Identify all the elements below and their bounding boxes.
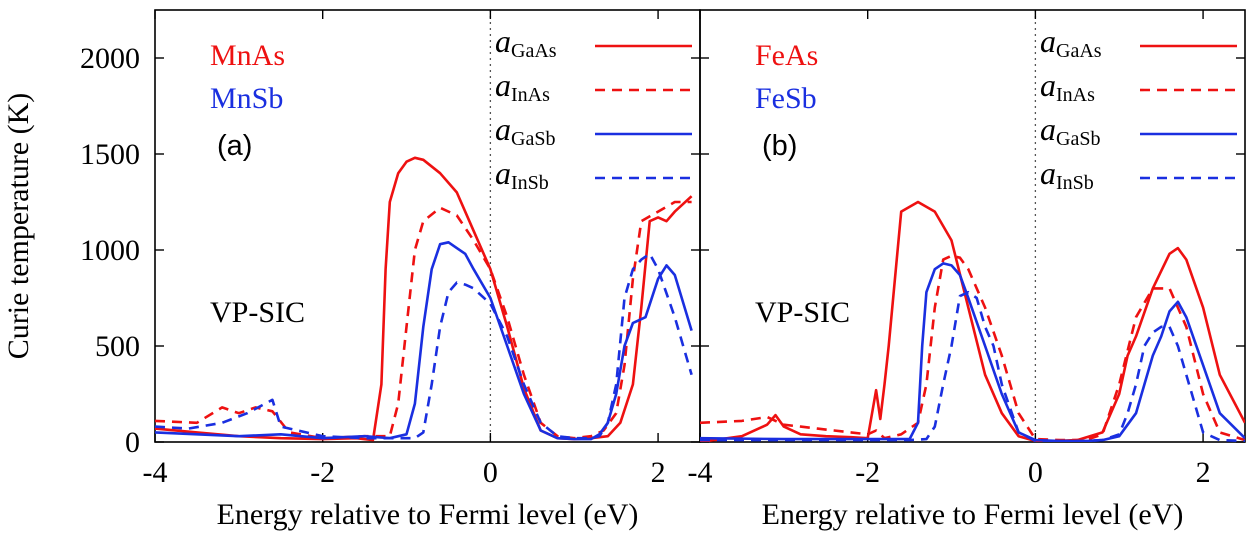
panel-a-series-inas-dashed-line	[155, 200, 692, 440]
legend-base-symbol: a	[1040, 67, 1056, 103]
panel-b-series-gaas-solid-line	[700, 200, 1245, 442]
panel-b-legend-text-gasb: aGaSb	[1040, 111, 1100, 150]
legend-subscript: InAs	[1056, 84, 1095, 106]
panel-b-series-insb-dashed-line	[700, 290, 1245, 442]
panel-a-x-tick-label: -4	[143, 456, 168, 489]
legend-base-symbol: a	[495, 23, 511, 59]
panel-b-compound-label-blue: FeSb	[755, 82, 817, 115]
panel-b-legend-text-insb: aInSb	[1040, 155, 1094, 194]
legend-base-symbol: a	[495, 67, 511, 103]
panel-b-compound-label-red: FeAs	[755, 39, 818, 72]
y-tick-label: 1500	[80, 138, 140, 171]
legend-base-symbol: a	[1040, 111, 1056, 147]
panel-b-x-tick-label: 2	[1196, 456, 1211, 489]
legend-base-symbol: a	[1040, 155, 1056, 191]
y-tick-label: 500	[95, 330, 140, 363]
panel-a-x-tick-label: -2	[310, 456, 335, 489]
panel-b-panel-label: (b)	[762, 130, 797, 162]
y-axis-label: Curie temperature (K)	[2, 93, 35, 360]
panel-b-series-gasb-solid-line	[700, 262, 1245, 442]
legend-subscript: GaAs	[511, 40, 557, 62]
y-tick-label: 2000	[80, 42, 140, 75]
panel-b-x-axis-label: Energy relative to Fermi level (eV)	[762, 498, 1184, 531]
legend-subscript: InAs	[511, 84, 550, 106]
panel-a-compound-label-red: MnAs	[210, 39, 285, 72]
panel-b-x-tick-label: -4	[688, 456, 713, 489]
text-layer: Curie temperature (K) 0 500 1000 1500 2000 -4 -…	[2, 23, 1237, 531]
panel-b-series-inas-dashed-line	[700, 254, 1245, 442]
legend-base-symbol: a	[1040, 23, 1056, 59]
legend-subscript: GaSb	[511, 128, 555, 150]
panel-a-legend-text-insb: aInSb	[495, 155, 549, 194]
y-tick-label: 1000	[80, 234, 140, 267]
panel-a-legend-text-gasb: aGaSb	[495, 111, 555, 150]
panel-a-x-tick-label: 0	[483, 456, 498, 489]
axes-layer	[154, 9, 1246, 443]
y-tick-label: 0	[125, 426, 140, 459]
panel-a-series-gasb-solid-line	[155, 241, 693, 441]
legend-subscript: GaAs	[1056, 40, 1102, 62]
panel-a-legend-text-inas: aInAs	[495, 67, 550, 106]
panel-b-x-tick-label: -2	[855, 456, 880, 489]
panel-a-series-gaas-solid-line	[155, 156, 693, 442]
panel-a-x-tick-label: 2	[651, 456, 666, 489]
panel-b-legend-text-gaas: aGaAs	[1040, 23, 1102, 62]
legend-subscript: InSb	[1056, 172, 1094, 194]
panel-a-panel-label: (a)	[217, 130, 252, 162]
panel-a-legend-text-gaas: aGaAs	[495, 23, 557, 62]
panel-b-series-group	[700, 200, 1245, 442]
panel-b-method-label: VP-SIC	[755, 296, 850, 329]
legend-base-symbol: a	[495, 155, 511, 191]
panel-b-x-tick-label: 0	[1028, 456, 1043, 489]
legend-subscript: InSb	[511, 172, 549, 194]
panel-a-x-axis-label: Energy relative to Fermi level (eV)	[217, 498, 639, 531]
panel-b-legend-text-inas: aInAs	[1040, 67, 1095, 106]
legend-subscript: GaSb	[1056, 128, 1100, 150]
panel-a-method-label: VP-SIC	[210, 296, 305, 329]
panel-a-series-insb-dashed-line	[155, 252, 693, 440]
panel-a-series-group	[155, 156, 693, 442]
data-layer	[155, 156, 1245, 442]
legend-base-symbol: a	[495, 111, 511, 147]
panel-b-frame	[699, 9, 1246, 443]
panel-a-compound-label-blue: MnSb	[210, 82, 283, 115]
